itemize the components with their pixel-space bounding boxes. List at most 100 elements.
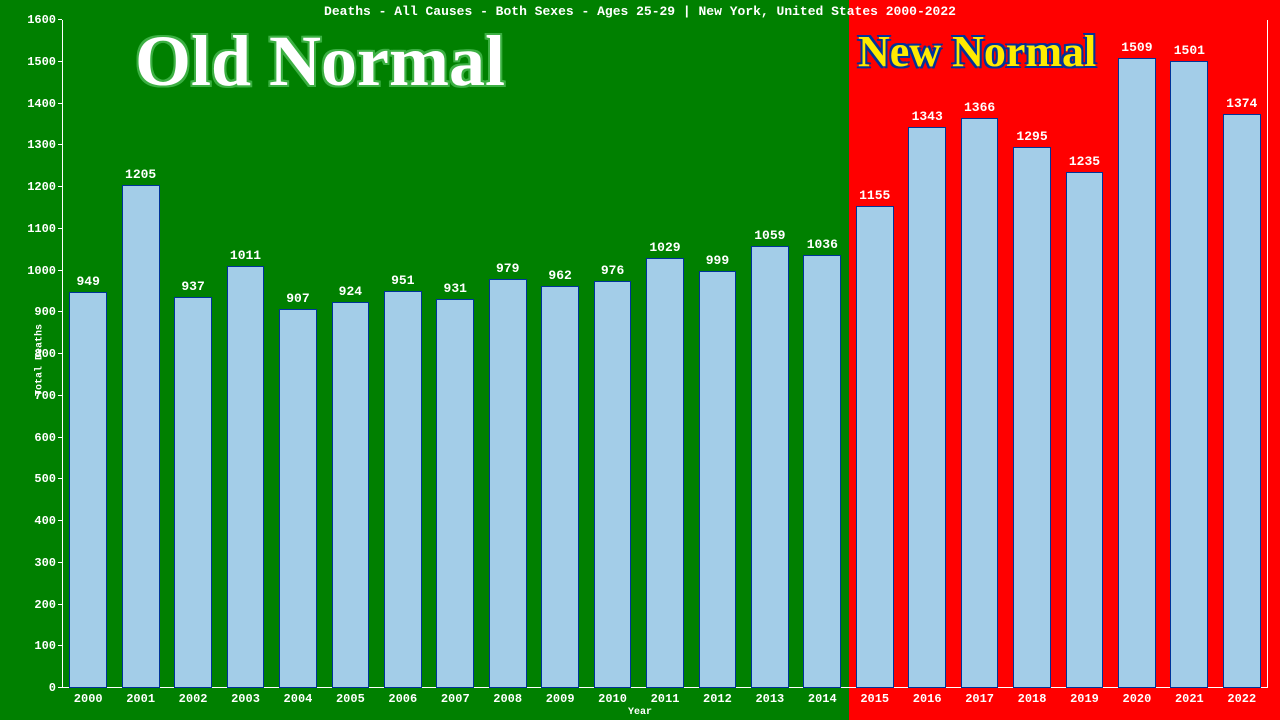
bar-value-label: 999	[706, 253, 729, 268]
y-tick-mark	[58, 270, 62, 271]
bar-value-label: 1366	[964, 100, 995, 115]
y-tick-mark	[58, 645, 62, 646]
bar: 999	[699, 271, 737, 688]
y-tick-label: 1000	[27, 264, 56, 278]
bar-value-label: 949	[77, 274, 100, 289]
y-tick-mark	[58, 478, 62, 479]
y-tick-label: 1400	[27, 97, 56, 111]
bar-value-label: 1059	[754, 228, 785, 243]
x-tick-label: 2008	[493, 692, 522, 706]
y-tick-label: 300	[34, 556, 56, 570]
x-tick-label: 2018	[1018, 692, 1047, 706]
y-tick-mark	[58, 395, 62, 396]
y-tick-mark	[58, 604, 62, 605]
bar: 1205	[122, 185, 160, 688]
y-tick-mark	[58, 103, 62, 104]
bar: 962	[541, 286, 579, 688]
x-tick-label: 2007	[441, 692, 470, 706]
bar-value-label: 1155	[859, 188, 890, 203]
bar: 931	[436, 299, 474, 688]
bar: 1343	[908, 127, 946, 688]
bar: 1059	[751, 246, 789, 688]
y-tick-label: 100	[34, 639, 56, 653]
bar-value-label: 931	[444, 281, 467, 296]
bar: 1155	[856, 206, 894, 688]
x-tick-label: 2012	[703, 692, 732, 706]
axis-y-left	[62, 20, 63, 688]
bar: 1366	[961, 118, 999, 688]
axis-y-right	[1267, 20, 1268, 688]
bar: 1374	[1223, 114, 1261, 688]
bar: 979	[489, 279, 527, 688]
bar: 1036	[803, 255, 841, 688]
bar: 1509	[1118, 58, 1156, 688]
plot-area: 0100200300400500600700800900100011001200…	[62, 20, 1268, 688]
y-tick-mark	[58, 687, 62, 688]
x-tick-label: 2013	[755, 692, 784, 706]
bar-value-label: 1501	[1174, 43, 1205, 58]
bar: 949	[69, 292, 107, 688]
x-tick-label: 2010	[598, 692, 627, 706]
y-tick-mark	[58, 562, 62, 563]
y-tick-label: 600	[34, 431, 56, 445]
x-tick-label: 2011	[651, 692, 680, 706]
y-tick-label: 900	[34, 305, 56, 319]
bar-value-label: 1343	[912, 109, 943, 124]
x-tick-label: 2021	[1175, 692, 1204, 706]
bar: 1235	[1066, 172, 1104, 688]
chart-title: Deaths - All Causes - Both Sexes - Ages …	[0, 4, 1280, 19]
y-tick-mark	[58, 228, 62, 229]
y-axis-label: Total Deaths	[35, 324, 46, 396]
chart-container: Deaths - All Causes - Both Sexes - Ages …	[0, 0, 1280, 720]
bar: 1011	[227, 266, 265, 688]
y-tick-mark	[58, 61, 62, 62]
y-tick-label: 1200	[27, 180, 56, 194]
x-axis-label: Year	[0, 707, 1280, 718]
bar: 976	[594, 281, 632, 688]
bar-value-label: 1374	[1226, 96, 1257, 111]
x-tick-label: 2009	[546, 692, 575, 706]
bar-value-label: 1011	[230, 248, 261, 263]
x-tick-label: 2015	[860, 692, 889, 706]
x-tick-label: 2019	[1070, 692, 1099, 706]
bar: 937	[174, 297, 212, 688]
bar: 1501	[1170, 61, 1208, 688]
bar-value-label: 1235	[1069, 154, 1100, 169]
y-tick-label: 500	[34, 472, 56, 486]
bar: 1029	[646, 258, 684, 688]
x-tick-label: 2016	[913, 692, 942, 706]
y-tick-label: 1300	[27, 138, 56, 152]
y-tick-label: 0	[49, 681, 56, 695]
x-tick-label: 2001	[126, 692, 155, 706]
bar-value-label: 1036	[807, 237, 838, 252]
bar-value-label: 976	[601, 263, 624, 278]
x-tick-label: 2014	[808, 692, 837, 706]
y-tick-mark	[58, 144, 62, 145]
y-tick-mark	[58, 520, 62, 521]
y-tick-label: 200	[34, 598, 56, 612]
x-tick-label: 2022	[1227, 692, 1256, 706]
x-tick-label: 2000	[74, 692, 103, 706]
y-tick-label: 400	[34, 514, 56, 528]
x-tick-label: 2004	[284, 692, 313, 706]
x-tick-label: 2005	[336, 692, 365, 706]
y-tick-mark	[58, 186, 62, 187]
y-tick-mark	[58, 19, 62, 20]
bar: 924	[332, 302, 370, 688]
x-tick-label: 2020	[1123, 692, 1152, 706]
y-tick-label: 1500	[27, 55, 56, 69]
x-tick-label: 2002	[179, 692, 208, 706]
bar-value-label: 907	[286, 291, 309, 306]
x-tick-label: 2006	[388, 692, 417, 706]
bar-value-label: 951	[391, 273, 414, 288]
bar-value-label: 1029	[649, 240, 680, 255]
bar-value-label: 962	[548, 268, 571, 283]
bar-value-label: 924	[339, 284, 362, 299]
bar: 1295	[1013, 147, 1051, 688]
bar: 951	[384, 291, 422, 688]
x-tick-label: 2003	[231, 692, 260, 706]
bar-value-label: 979	[496, 261, 519, 276]
bar: 907	[279, 309, 317, 688]
y-tick-mark	[58, 353, 62, 354]
bar-value-label: 1295	[1016, 129, 1047, 144]
